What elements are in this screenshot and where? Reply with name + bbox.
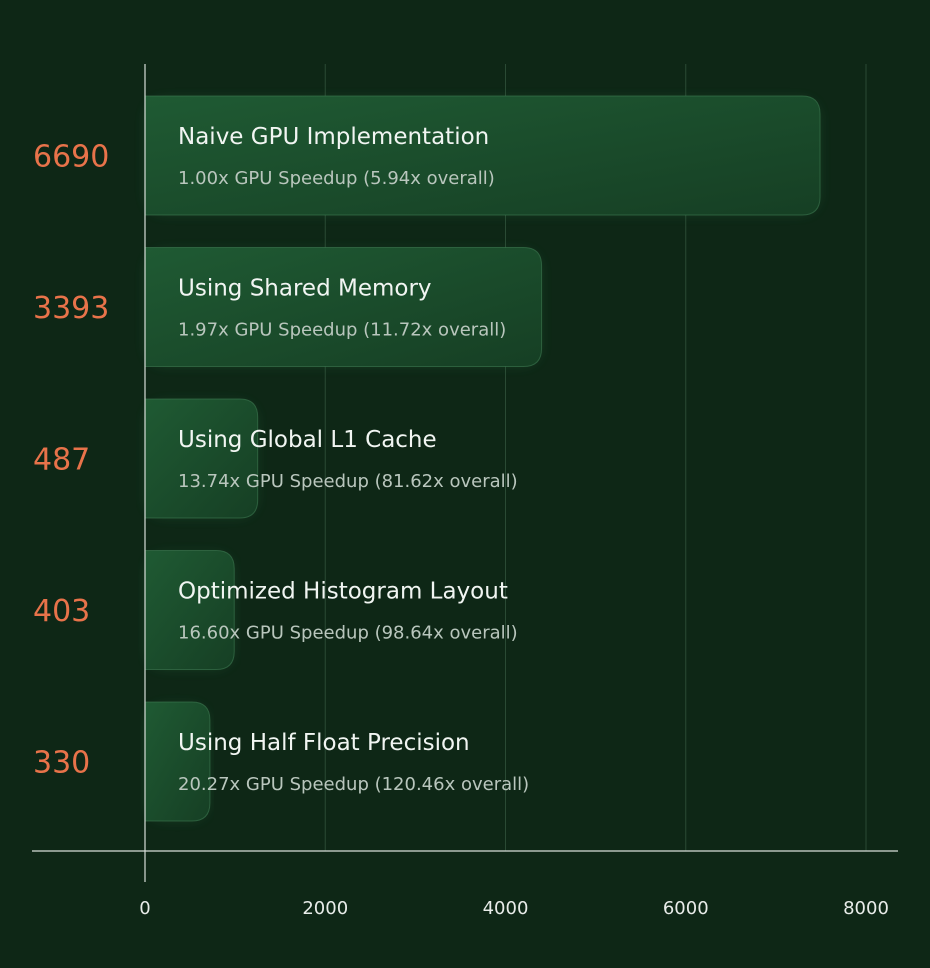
bar-4 <box>144 550 235 670</box>
bar-speedup-label: 1.97x GPU Speedup (11.72x overall) <box>178 320 506 341</box>
bar-value-label: 3393 <box>33 291 109 326</box>
bar-value-label: 487 <box>33 443 90 478</box>
bar-speedup-label: 20.27x GPU Speedup (120.46x overall) <box>178 774 529 795</box>
bar-1 <box>144 95 821 216</box>
bar-speedup-label: 16.60x GPU Speedup (98.64x overall) <box>178 623 518 644</box>
bar-value-label: 330 <box>33 746 90 781</box>
bar-category-label: Naive GPU Implementation <box>178 124 489 150</box>
bar-category-label: Using Shared Memory <box>178 276 432 302</box>
x-tick-label-4000: 4000 <box>483 898 529 919</box>
bar-category-label: Using Half Float Precision <box>178 730 470 756</box>
bar-3 <box>144 398 259 519</box>
bar-category-label: Using Global L1 Cache <box>178 427 437 453</box>
x-tick-label-6000: 6000 <box>663 898 709 919</box>
x-tick-label-0: 0 <box>139 898 150 919</box>
bar-value-label: 403 <box>33 594 90 629</box>
bars <box>144 95 821 822</box>
bar-category-label: Optimized Histogram Layout <box>178 579 508 605</box>
axes <box>32 64 898 882</box>
bar-5 <box>144 701 211 822</box>
x-tick-label-2000: 2000 <box>302 898 348 919</box>
labels: 0 2000 4000 6000 8000 6690 Naive GPU Implement… <box>33 124 889 919</box>
bar-2 <box>144 247 543 367</box>
bar-value-label: 6690 <box>33 140 109 175</box>
bar-speedup-label: 13.74x GPU Speedup (81.62x overall) <box>178 471 518 492</box>
bar-speedup-label: 1.00x GPU Speedup (5.94x overall) <box>178 168 495 189</box>
x-tick-label-8000: 8000 <box>843 898 889 919</box>
